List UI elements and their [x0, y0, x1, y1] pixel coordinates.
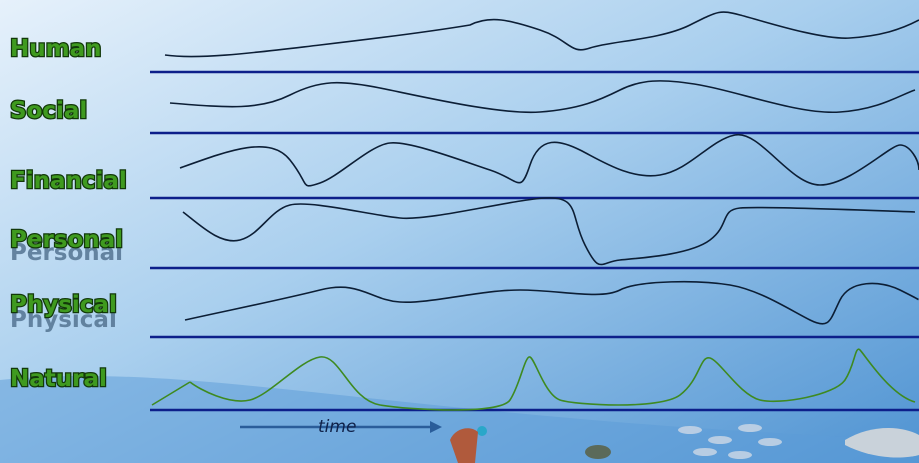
row-label: Financial	[10, 168, 127, 194]
row-label: Social	[10, 98, 87, 124]
slide: Human Social Financial Personal Personal…	[0, 0, 919, 463]
page: Human Social Financial Personal Personal…	[0, 0, 919, 463]
row-label: Human	[10, 36, 101, 62]
row-label: Personal	[10, 227, 123, 253]
time-label: time	[318, 417, 356, 437]
row-label: Physical	[10, 292, 117, 318]
fish-icon	[585, 445, 611, 459]
row-label: Natural	[10, 366, 107, 392]
